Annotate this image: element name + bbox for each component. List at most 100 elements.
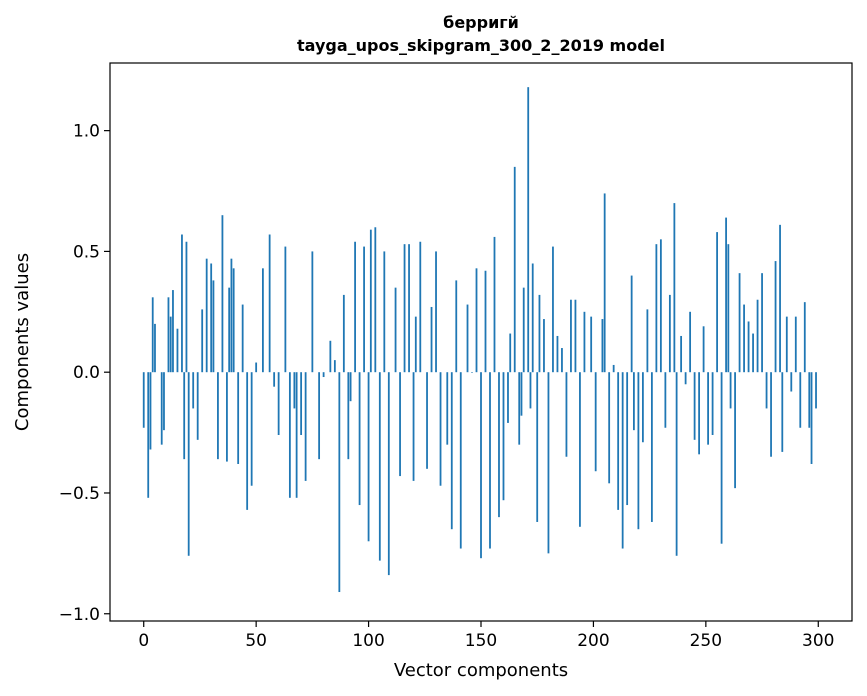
bar-component-92 (349, 372, 352, 402)
bar-component-101 (369, 229, 372, 373)
bar-component-160 (502, 372, 505, 501)
bar-component-288 (790, 372, 793, 392)
bar-component-150 (480, 372, 482, 559)
bar-component-251 (707, 372, 709, 445)
bar-component-139 (455, 280, 458, 373)
bar-component-22 (192, 372, 195, 409)
bar-component-107 (383, 251, 386, 373)
bars-group (142, 87, 817, 593)
bar-component-58 (273, 372, 276, 387)
bar-component-196 (583, 311, 586, 373)
bar-component-38 (228, 287, 231, 373)
bar-component-0 (142, 372, 145, 428)
bar-component-180 (547, 372, 550, 554)
bar-component-239 (680, 335, 683, 373)
bar-component-56 (268, 234, 271, 373)
bar-component-217 (630, 275, 633, 373)
bar-component-152 (484, 270, 487, 373)
bar-component-292 (799, 372, 802, 428)
bar-component-224 (646, 309, 649, 373)
bar-component-218 (632, 372, 635, 431)
y-tick-label: −0.5 (59, 484, 100, 504)
bar-component-222 (641, 372, 644, 443)
bar-component-290 (794, 316, 797, 373)
bar-component-118 (408, 244, 410, 373)
bar-component-91 (347, 372, 350, 460)
y-tick-label: −1.0 (59, 605, 100, 625)
bar-component-87 (338, 372, 341, 593)
bar-component-230 (659, 239, 662, 373)
bar-component-171 (527, 87, 530, 373)
bar-component-156 (493, 236, 496, 373)
bar-component-162 (507, 372, 509, 423)
chart-title: берригй (443, 13, 519, 32)
bar-component-30 (210, 263, 213, 373)
bar-component-114 (399, 372, 401, 477)
bar-component-163 (509, 333, 512, 373)
bar-component-18 (183, 372, 186, 460)
bar-component-257 (720, 372, 723, 544)
bar-component-182 (552, 246, 554, 373)
bar-component-176 (538, 294, 541, 373)
bar-component-135 (446, 372, 449, 445)
bar-component-275 (761, 273, 763, 373)
bar-component-168 (520, 372, 523, 416)
bar-component-294 (803, 302, 806, 373)
bar-component-232 (664, 372, 667, 428)
y-tick-label: 1.0 (73, 122, 100, 142)
bar-component-146 (471, 372, 473, 373)
bar-component-247 (698, 372, 701, 455)
bar-component-26 (201, 309, 204, 373)
bar-component-63 (284, 246, 287, 373)
bar-component-201 (594, 372, 597, 472)
bar-component-19 (185, 241, 188, 373)
bar-component-15 (176, 328, 179, 373)
bar-component-20 (187, 372, 190, 556)
bar-component-40 (232, 268, 235, 373)
bar-component-213 (621, 372, 624, 549)
bar-component-4 (151, 297, 154, 373)
bar-component-72 (304, 372, 307, 481)
bar-component-75 (311, 251, 314, 373)
bar-component-267 (743, 304, 745, 373)
bar-component-116 (403, 244, 406, 373)
bar-component-78 (318, 372, 321, 460)
bar-component-85 (333, 360, 336, 373)
bar-component-28 (205, 258, 208, 373)
bar-component-205 (603, 193, 606, 373)
bar-component-273 (756, 299, 759, 373)
bar-component-9 (163, 372, 165, 431)
bar-component-100 (367, 372, 370, 542)
bar-component-128 (430, 306, 433, 373)
x-tick-label: 100 (352, 631, 384, 651)
bar-component-178 (543, 319, 545, 373)
bar-component-2 (147, 372, 150, 498)
bar-component-190 (570, 299, 572, 373)
bar-component-50 (255, 362, 258, 373)
bar-component-296 (808, 372, 811, 428)
bar-component-281 (774, 261, 777, 373)
bar-component-255 (716, 232, 718, 373)
bar-component-192 (574, 299, 577, 373)
bar-component-126 (426, 372, 428, 469)
bar-component-184 (556, 335, 559, 373)
bar-component-236 (673, 203, 676, 373)
x-axis-label: Vector components (394, 660, 568, 681)
bar-component-67 (293, 372, 296, 409)
bar-component-172 (529, 372, 532, 409)
bar-component-80 (322, 372, 325, 378)
bar-component-94 (354, 241, 356, 373)
bar-component-226 (650, 372, 653, 522)
bar-component-96 (358, 372, 361, 506)
y-tick-label: 0.0 (73, 363, 100, 383)
bar-component-148 (475, 268, 478, 373)
bar-component-5 (154, 323, 156, 373)
x-axis-ticks: 0 50 100 150 200 250 300 (138, 621, 834, 651)
bar-component-265 (738, 273, 741, 373)
bar-component-271 (752, 333, 754, 373)
bar-component-245 (693, 372, 696, 440)
bar-component-194 (579, 372, 581, 527)
bar-component-209 (612, 364, 615, 373)
x-tick-label: 0 (138, 631, 149, 651)
